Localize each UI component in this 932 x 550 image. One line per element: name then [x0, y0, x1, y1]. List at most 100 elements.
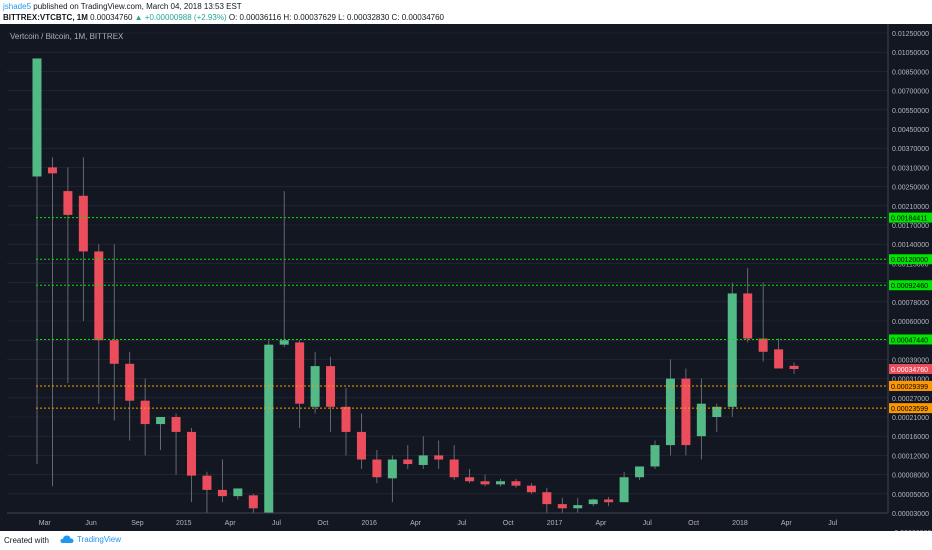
- candle-body: [434, 455, 444, 460]
- price-tick-label: 0.00140000: [892, 242, 929, 249]
- candle-body: [156, 417, 166, 425]
- level-tag-text: 0.00120000: [891, 257, 928, 264]
- candle-body: [449, 459, 459, 478]
- level-tag-text: 0.00047440: [891, 337, 928, 344]
- candle-body: [387, 459, 397, 479]
- time-tick-label: Oct: [503, 520, 514, 527]
- candle-body: [217, 489, 227, 497]
- plot-area[interactable]: [7, 28, 888, 513]
- time-tick-label: 2017: [547, 520, 563, 527]
- time-tick-label: 2016: [361, 520, 377, 527]
- candle-body: [295, 342, 305, 404]
- candle-body: [248, 495, 258, 509]
- price-tick-label: 0.00016000: [892, 434, 929, 441]
- candle-body: [789, 365, 799, 370]
- candle-body: [511, 481, 521, 486]
- candle-body: [526, 485, 536, 493]
- candle-body: [727, 293, 737, 407]
- candle-body: [356, 431, 366, 460]
- time-tick-label: Oct: [317, 520, 328, 527]
- time-axis[interactable]: Mar Jun Sep 2015 Apr Jul Oct 2016 Apr Jul Oct 2017 A…: [7, 512, 888, 527]
- price-tick-label: 0.00450000: [892, 127, 929, 134]
- candle-body: [125, 363, 135, 401]
- candle-body: [650, 445, 660, 467]
- candle-body: [32, 58, 42, 177]
- time-tick-label: Apr: [595, 520, 607, 527]
- candle-body: [403, 459, 413, 465]
- level-tag: [889, 334, 932, 345]
- candle-body: [187, 431, 196, 476]
- candlestick-chart[interactable]: Vertcoin / Bitcoin, 1M, BITTREX 0.001844…: [0, 24, 932, 531]
- candle-body: [480, 481, 490, 485]
- chart-header: jshade5 published on TradingView.com, Ma…: [0, 0, 932, 24]
- brand-label: TradingView: [77, 534, 122, 544]
- level-tag: [889, 380, 932, 391]
- price-tick-label: 0.00170000: [892, 223, 929, 230]
- price-change: ▲ +0.00000988 (+2.93%): [134, 13, 227, 22]
- publish-line: jshade5 published on TradingView.com, Ma…: [3, 2, 242, 11]
- price-tick-label: 0.00039000: [892, 357, 929, 364]
- candle-body: [418, 455, 428, 465]
- candle-body: [635, 466, 645, 478]
- price-axis[interactable]: 0.01250000 0.01050000 0.00850000 0.00700000…: [887, 24, 932, 531]
- candle-body: [140, 400, 150, 425]
- symbol-line: BITTREX:VTCBTC, 1M 0.00034760 ▲ +0.00000…: [3, 13, 444, 22]
- price-tick-label: 0.00115000: [892, 261, 929, 268]
- candle-body: [233, 488, 243, 497]
- price-tick-label: 0.00027000: [892, 396, 929, 403]
- price-tick-label: 0.00031000: [892, 377, 929, 384]
- price-axis-bg: [888, 24, 932, 531]
- candle-body: [743, 293, 753, 339]
- candle-body: [63, 191, 73, 215]
- candle-body: [774, 349, 784, 369]
- candle-body: [465, 477, 475, 482]
- candle-body: [542, 492, 552, 505]
- last-price: 0.00034760: [90, 13, 133, 22]
- candle-body: [758, 338, 768, 352]
- candle-body: [619, 477, 629, 503]
- time-tick-label: 2015: [176, 520, 192, 527]
- price-tick-label: 0.00310000: [892, 165, 929, 172]
- published-text: published on TradingView.com, March 04, …: [33, 2, 242, 11]
- time-tick-label: Jul: [457, 520, 466, 527]
- price-tick-label: 0.00210000: [892, 204, 929, 211]
- time-tick-label: Apr: [225, 520, 237, 527]
- level-tag-text: 0.00092460: [891, 283, 928, 290]
- level-tag: [889, 280, 932, 291]
- candle-body: [78, 195, 88, 252]
- price-tick-label: 0.00060000: [892, 319, 929, 326]
- candle-body: [696, 403, 706, 437]
- tradingview-brand[interactable]: TradingView: [60, 534, 121, 544]
- cloud-icon: [60, 535, 74, 543]
- price-tick-label: 0.00850000: [892, 69, 929, 76]
- candle-body: [202, 475, 212, 490]
- last-price-text: 0.00034760: [891, 367, 928, 374]
- candle-body: [310, 366, 320, 407]
- time-tick-label: Jul: [643, 520, 652, 527]
- candles: [32, 58, 799, 513]
- time-tick-label: Jun: [85, 520, 96, 527]
- time-tick-label: Mar: [39, 520, 52, 527]
- price-tick-label: 0.00078000: [892, 300, 929, 307]
- candle-body: [557, 504, 567, 509]
- level-tag: [889, 254, 932, 265]
- time-tick-label: Sep: [131, 520, 144, 527]
- candle-body: [109, 340, 119, 364]
- candle-body: [264, 344, 274, 513]
- last-price-tag: [889, 364, 932, 375]
- level-tag-text: 0.00023599: [891, 406, 928, 413]
- time-tick-label: Jul: [272, 520, 281, 527]
- price-tick-label: 0.00700000: [892, 89, 929, 96]
- time-tick-label: Jul: [828, 520, 837, 527]
- footer: Created with TradingView: [0, 531, 932, 550]
- price-tick-label: 0.00550000: [892, 108, 929, 115]
- candle-body: [604, 499, 614, 503]
- price-tick-label: -0.00000000: [892, 530, 931, 531]
- candle-body: [326, 366, 336, 407]
- author-link[interactable]: jshade5: [3, 2, 32, 11]
- level-tag: [889, 212, 932, 223]
- candle-body: [573, 505, 583, 509]
- level-tag-text: 0.00184411: [891, 216, 928, 223]
- level-tag-text: 0.00029399: [891, 384, 928, 391]
- candle-body: [588, 499, 598, 505]
